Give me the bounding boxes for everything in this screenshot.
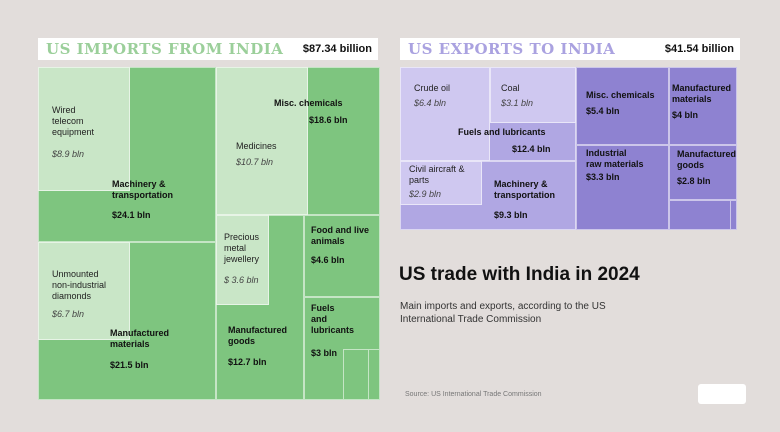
imports-sub-medicines-value: $10.7 bln — [236, 157, 274, 167]
imports-group-machinery-label: Machinery & transportation — [112, 179, 174, 200]
imports-treemap: Wired telecom equipment $8.9 bln Machinery… — [38, 67, 380, 400]
imports-sub-jewellery-value: $ 3.6 bln — [224, 275, 259, 285]
exports-sub-crude-value: $6.4 bln — [414, 98, 447, 108]
exports-group-industrial-raw — [576, 145, 669, 230]
exports-small-1 — [669, 200, 737, 230]
exports-total: $41.54 billion — [664, 43, 734, 55]
imports-group-fuels-label: Fuels and lubricants — [311, 303, 355, 335]
exports-group-fuels-value: $12.4 bln — [512, 144, 551, 154]
exports-group-manufactured-goods-value: $2.8 bln — [677, 176, 711, 186]
exports-small-2 — [730, 200, 737, 230]
imports-group-manufactured-goods-value: $12.7 bln — [228, 357, 267, 367]
imports-sub-jewellery-label: Precious metal jewellery — [224, 232, 260, 264]
exports-group-industrial-raw-label: Industrial raw materials — [586, 148, 644, 169]
imports-group-manufactured-materials-value: $21.5 bln — [110, 360, 149, 370]
imports-group-manufactured-materials-label: Manufactured materials — [110, 328, 170, 349]
exports-group-fuels-label: Fuels and lubricants — [458, 127, 546, 137]
exports-title: US EXPORTS TO INDIA — [408, 40, 616, 58]
imports-header: US IMPORTS FROM INDIA $87.34 billion — [38, 38, 378, 60]
imports-sub-medicines-label: Medicines — [236, 141, 277, 151]
exports-group-manufactured-goods — [669, 145, 737, 200]
exports-group-industrial-raw-value: $3.3 bln — [586, 172, 620, 182]
exports-sub-coal-label: Coal — [501, 83, 520, 93]
imports-sub-diamonds-label: Unmounted non-industrial diamonds — [52, 269, 107, 301]
exports-group-machinery-value: $9.3 bln — [494, 210, 528, 220]
imports-group-fuels-value: $3 bln — [311, 348, 338, 358]
imports-sub-jewellery — [216, 215, 269, 305]
imports-sub-telecom-value: $8.9 bln — [52, 149, 85, 159]
imports-group-misc-chemicals-value: $18.6 bln — [309, 115, 348, 125]
exports-group-manufactured-materials — [669, 67, 737, 145]
exports-sub-aircraft-value: $2.9 bln — [409, 189, 442, 199]
imports-sub-diamonds-value: $6.7 bln — [52, 309, 85, 319]
exports-sub-crude-label: Crude oil — [414, 83, 451, 93]
exports-group-misc-chemicals — [576, 67, 669, 145]
imports-sub-medicines — [216, 67, 308, 215]
exports-group-machinery-label: Machinery & transportation — [494, 179, 556, 200]
exports-treemap: Crude oil $6.4 bln Coal $3.1 bln Fuels and l… — [400, 67, 737, 230]
exports-group-manufactured-goods-label: Manufactured goods — [677, 149, 737, 170]
exports-group-manufactured-materials-label: Manufactured materials — [672, 83, 732, 104]
exports-sub-aircraft-label: Civil aircraft & parts — [409, 164, 465, 185]
imports-group-food-value: $4.6 bln — [311, 255, 345, 265]
exports-header: US EXPORTS TO INDIA $41.54 billion — [400, 38, 740, 60]
exports-sub-coal — [490, 67, 576, 123]
exports-sub-aircraft — [400, 161, 482, 205]
infographic-subtitle: Main imports and exports, according to t… — [400, 301, 606, 325]
imports-group-manufactured-goods-label: Manufactured goods — [228, 325, 288, 346]
exports-sub-crude — [400, 67, 490, 161]
exports-group-misc-chemicals-value: $5.4 bln — [586, 106, 620, 116]
exports-group-manufactured-materials-value: $4 bln — [672, 110, 699, 120]
imports-total: $87.34 billion — [302, 43, 372, 55]
imports-sub-telecom-label: Wired telecom equipment — [52, 105, 95, 137]
imports-group-misc-chemicals-label: Misc. chemicals — [274, 98, 343, 108]
imports-sub-diamonds — [38, 242, 130, 340]
imports-small-2 — [368, 349, 380, 400]
imports-group-machinery-value: $24.1 bln — [112, 210, 151, 220]
exports-group-misc-chemicals-label: Misc. chemicals — [586, 90, 655, 100]
imports-group-food-label: Food and live animals — [311, 225, 370, 246]
imports-sub-telecom — [38, 67, 130, 191]
source-note: Source: US International Trade Commissio… — [405, 391, 542, 398]
exports-sub-coal-value: $3.1 bln — [501, 98, 534, 108]
imports-title: US IMPORTS FROM INDIA — [46, 40, 284, 58]
infographic-title: US trade with India in 2024 — [399, 264, 640, 285]
logo-mark — [698, 384, 746, 404]
imports-group-food — [304, 215, 380, 297]
